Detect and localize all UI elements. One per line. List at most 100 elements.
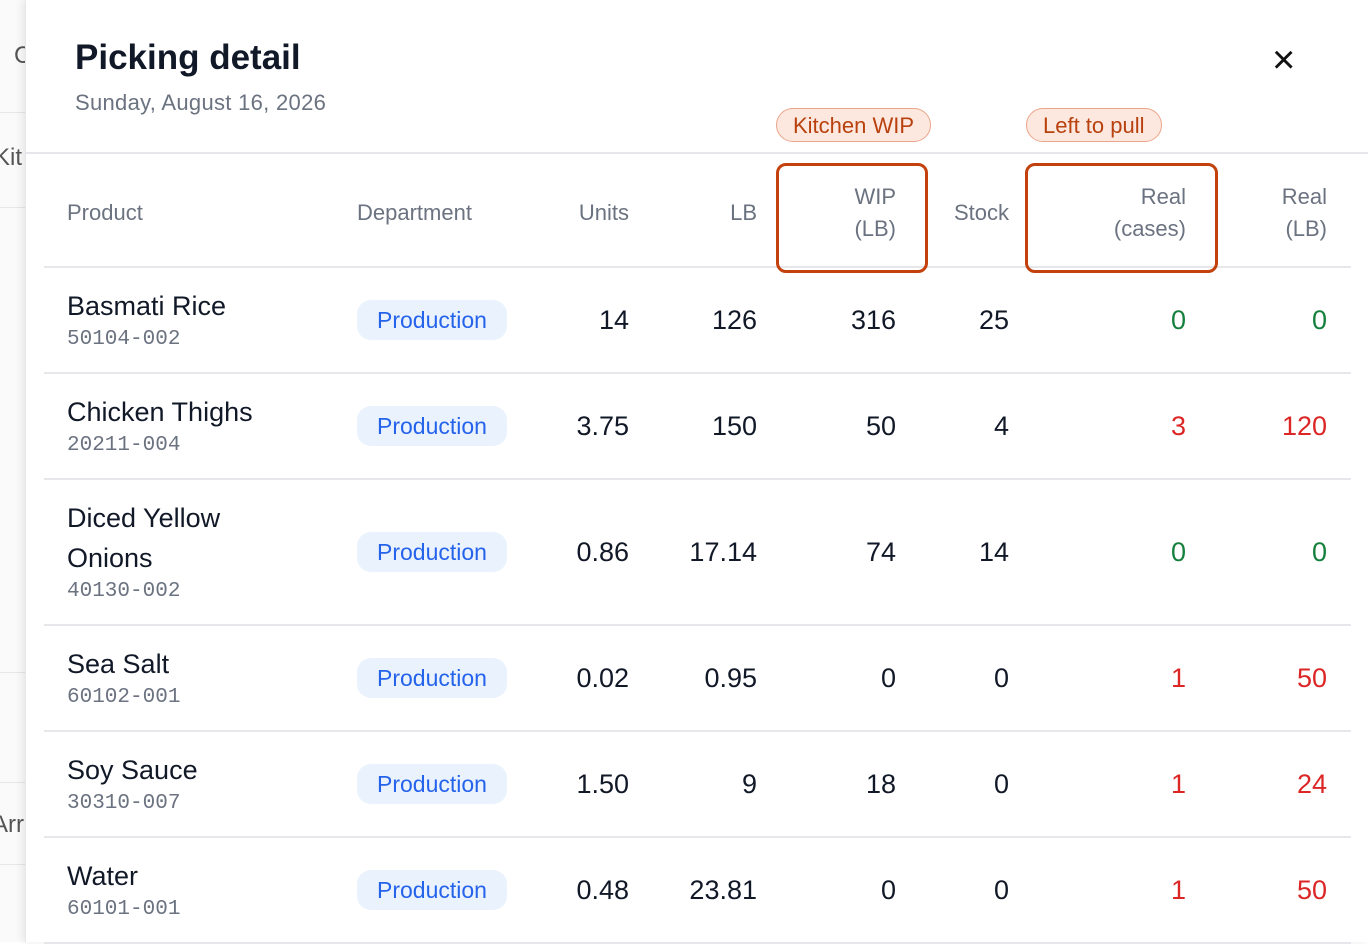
table-body: Basmati Rice 50104-002 Production 14 126 316 2… <box>44 267 1351 944</box>
product-name: Basmati Rice <box>67 291 227 321</box>
product-code: 60102-001 <box>67 686 181 709</box>
product-name: Sea Salt <box>67 649 170 679</box>
product-cell: Sea Salt 60102-001 <box>44 625 331 732</box>
close-button[interactable]: × <box>1272 38 1296 82</box>
units-value: 0.86 <box>576 536 629 567</box>
product-name: Water <box>67 861 139 891</box>
product-cell: Soy Sauce 30310-007 <box>44 731 331 838</box>
background-rule <box>0 782 25 783</box>
background-text: C <box>14 42 25 69</box>
column-header-text: LB <box>730 200 757 225</box>
real-cases-value: 1 <box>1170 662 1186 693</box>
lb-cell: 23.81 <box>651 837 779 944</box>
units-value: 3.75 <box>576 410 629 441</box>
units-cell: 1.50 <box>541 731 651 838</box>
lb-cell: 0.95 <box>651 625 779 732</box>
product-code: 40130-002 <box>67 580 181 603</box>
wip-cell: 18 <box>779 731 927 838</box>
stock-cell: 0 <box>927 837 1031 944</box>
department-cell: Production <box>331 373 541 480</box>
stock-value: 0 <box>993 768 1009 799</box>
wip-cell: 0 <box>779 625 927 732</box>
lb-value: 17.14 <box>689 536 757 567</box>
department-badge: Production <box>357 870 507 910</box>
lb-value: 126 <box>711 304 757 335</box>
wip-cell: 0 <box>779 837 927 944</box>
stock-cell: 0 <box>927 731 1031 838</box>
units-value: 14 <box>598 304 629 335</box>
product-name: Diced Yellow Onions <box>67 503 221 573</box>
lb-cell: 9 <box>651 731 779 838</box>
table-row: Chicken Thighs 20211-004 Production 3.75 150… <box>44 373 1351 480</box>
real-cases-cell: 1 <box>1031 731 1209 838</box>
header-row: Product Department Units LB WIP (LB) Stock Rea… <box>44 160 1351 268</box>
real-lb-value: 0 <box>1311 536 1327 567</box>
table-row: Sea Salt 60102-001 Production 0.02 0.95 0 0 1 50 <box>44 625 1351 732</box>
department-badge: Production <box>357 532 507 572</box>
wip-value: 316 <box>850 304 896 335</box>
real-lb-cell: 120 <box>1209 373 1351 480</box>
units-cell: 14 <box>541 267 651 374</box>
column-header-text: Product <box>67 200 143 225</box>
background-page: C Kit Arr <box>0 0 25 942</box>
picking-table: Product Department Units LB WIP (LB) Stock Rea… <box>44 160 1351 944</box>
column-header: WIP (LB) <box>779 160 927 268</box>
real-cases-value: 3 <box>1170 410 1186 441</box>
wip-value: 50 <box>865 410 896 441</box>
units-cell: 0.02 <box>541 625 651 732</box>
lb-cell: 17.14 <box>651 479 779 626</box>
column-header-text: WIP (LB) <box>854 184 896 241</box>
real-cases-cell: 0 <box>1031 267 1209 374</box>
department-badge: Production <box>357 658 507 698</box>
real-lb-cell: 50 <box>1209 625 1351 732</box>
lb-value: 23.81 <box>689 874 757 905</box>
column-header: Real (cases) <box>1031 160 1209 268</box>
units-value: 1.50 <box>576 768 629 799</box>
units-cell: 0.86 <box>541 479 651 626</box>
column-header: LB <box>651 160 779 268</box>
table-row: Basmati Rice 50104-002 Production 14 126 316 2… <box>44 267 1351 374</box>
stock-cell: 4 <box>927 373 1031 480</box>
product-cell: Water 60101-001 <box>44 837 331 944</box>
wip-cell: 50 <box>779 373 927 480</box>
stock-value: 4 <box>993 410 1009 441</box>
lb-cell: 150 <box>651 373 779 480</box>
real-cases-cell: 0 <box>1031 479 1209 626</box>
lb-value: 0.95 <box>704 662 757 693</box>
real-lb-value: 0 <box>1311 304 1327 335</box>
real-lb-value: 24 <box>1296 768 1327 799</box>
units-cell: 0.48 <box>541 837 651 944</box>
annotation-pill: Kitchen WIP <box>776 108 932 142</box>
department-badge: Production <box>357 764 507 804</box>
stock-value: 0 <box>993 874 1009 905</box>
lb-value: 150 <box>711 410 757 441</box>
real-lb-value: 50 <box>1296 874 1327 905</box>
column-header: Real (LB) <box>1209 160 1351 268</box>
background-rule <box>0 207 25 208</box>
real-lb-cell: 24 <box>1209 731 1351 838</box>
department-cell: Production <box>331 731 541 838</box>
stock-value: 14 <box>978 536 1009 567</box>
column-header: Stock <box>927 160 1031 268</box>
real-cases-value: 0 <box>1170 536 1186 567</box>
wip-cell: 316 <box>779 267 927 374</box>
stock-value: 0 <box>993 662 1009 693</box>
real-lb-cell: 0 <box>1209 479 1351 626</box>
annotation-pill: Left to pull <box>1026 108 1162 142</box>
wip-value: 18 <box>865 768 896 799</box>
background-text: Arr <box>0 811 24 838</box>
stock-cell: 0 <box>927 625 1031 732</box>
wip-value: 0 <box>880 662 896 693</box>
real-cases-cell: 1 <box>1031 625 1209 732</box>
department-cell: Production <box>331 479 541 626</box>
column-header-text: Real (cases) <box>1113 184 1186 241</box>
stock-cell: 14 <box>927 479 1031 626</box>
column-header: Department <box>331 160 541 268</box>
real-lb-cell: 0 <box>1209 267 1351 374</box>
lb-cell: 126 <box>651 267 779 374</box>
table-row: Soy Sauce 30310-007 Production 1.50 9 18 0 1 24 <box>44 731 1351 838</box>
column-header: Units <box>541 160 651 268</box>
panel-subtitle: Sunday, August 16, 2026 <box>75 90 327 115</box>
divider <box>26 152 1368 154</box>
